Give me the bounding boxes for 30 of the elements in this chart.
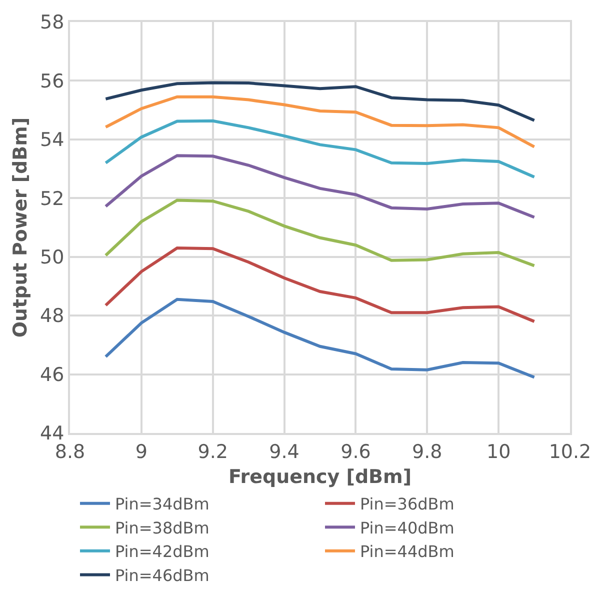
y-tick-label: 54 (40, 129, 64, 152)
line-series (104, 95, 536, 148)
legend-label: Pin=40dBm (360, 518, 454, 538)
x-tick-label: 9.2 (198, 440, 228, 463)
line-series (104, 154, 536, 219)
y-tick-label: 58 (40, 12, 64, 34)
line-series (104, 81, 536, 122)
line-series (104, 246, 536, 323)
legend-label: Pin=42dBm (115, 542, 210, 562)
x-tick-label: 10.2 (548, 440, 592, 463)
line-series (104, 198, 536, 268)
y-tick-label: 56 (40, 70, 64, 92)
legend-label: Pin=44dBm (360, 542, 454, 562)
x-tick-label: 9.8 (412, 440, 442, 463)
x-tick-label: 9 (135, 440, 148, 463)
legend-label: Pin=46dBm (115, 566, 210, 585)
y-axis-title: Output Power [dBm] (9, 117, 32, 338)
y-tick-label: 46 (40, 364, 64, 386)
x-tick-label: 9.4 (269, 440, 300, 463)
line-series (104, 119, 536, 179)
x-axis-title: Frequency [dBm] (228, 466, 412, 488)
y-tick-label: 52 (40, 188, 64, 210)
y-tick-label: 50 (40, 246, 64, 269)
line-series (104, 298, 536, 379)
legend-label: Pin=38dBm (115, 518, 210, 538)
y-tick-label: 48 (40, 305, 64, 328)
legend-label: Pin=36dBm (360, 494, 454, 514)
legend-label: Pin=34dBm (115, 494, 210, 514)
x-tick-label: 9.6 (340, 440, 371, 463)
x-tick-label: 10 (486, 440, 511, 463)
